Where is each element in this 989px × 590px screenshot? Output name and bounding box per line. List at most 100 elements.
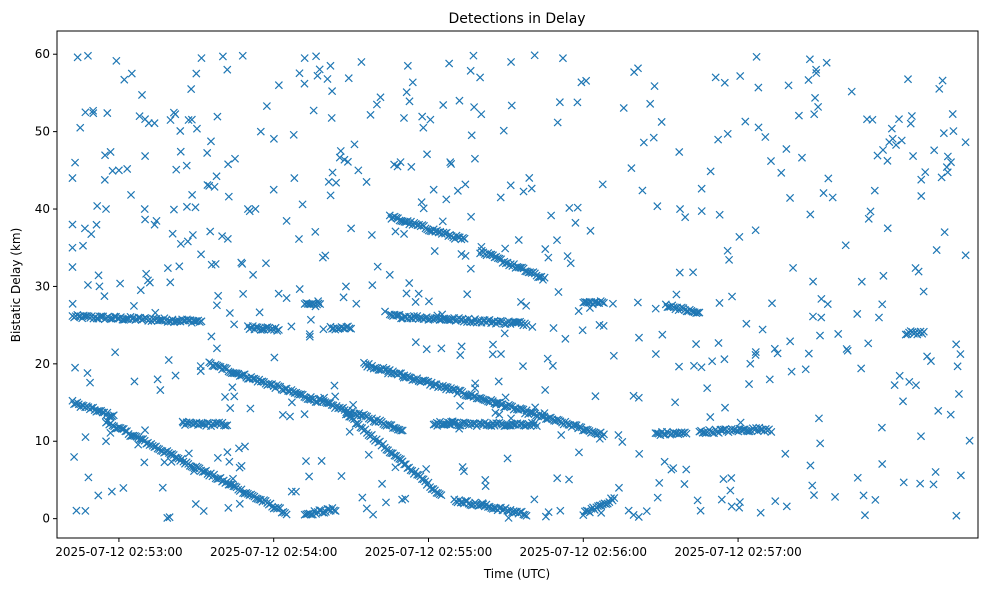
data-point-marker xyxy=(543,354,552,363)
data-point-marker xyxy=(635,449,644,458)
data-point-marker xyxy=(906,119,915,128)
data-point-marker xyxy=(711,73,720,82)
data-point-marker xyxy=(391,463,400,472)
data-point-marker xyxy=(522,321,531,330)
data-point-marker xyxy=(218,232,227,241)
data-point-marker xyxy=(245,374,254,383)
data-point-marker xyxy=(197,419,206,428)
data-point-marker xyxy=(129,301,138,310)
data-point-marker xyxy=(786,193,795,202)
data-point-marker xyxy=(816,439,825,448)
data-point-marker xyxy=(467,212,476,221)
data-point-marker xyxy=(84,473,93,482)
data-point-marker xyxy=(696,506,705,515)
data-point-marker xyxy=(199,507,208,516)
data-point-marker xyxy=(81,433,90,442)
chart-title: Detections in Delay xyxy=(448,11,585,27)
data-point-marker xyxy=(101,151,110,160)
data-point-marker xyxy=(438,217,447,226)
data-point-marker xyxy=(488,340,498,349)
data-point-marker xyxy=(742,319,751,328)
data-point-marker xyxy=(634,393,643,402)
data-point-marker xyxy=(116,279,125,288)
data-point-marker xyxy=(313,71,322,80)
data-point-marker xyxy=(653,493,662,502)
data-point-marker xyxy=(176,126,185,136)
data-point-marker xyxy=(277,385,286,394)
x-tick-label: 2025-07-12 02:57:00 xyxy=(674,545,801,559)
data-point-marker xyxy=(414,289,423,298)
data-point-marker xyxy=(634,333,644,342)
data-point-marker xyxy=(182,202,191,211)
data-point-marker xyxy=(335,153,344,162)
data-point-marker xyxy=(290,174,299,183)
data-point-marker xyxy=(540,273,549,282)
data-point-marker xyxy=(961,138,970,147)
data-point-marker xyxy=(595,434,604,443)
x-tick-label: 2025-07-12 02:53:00 xyxy=(55,545,182,559)
data-point-marker xyxy=(954,389,963,398)
data-point-marker xyxy=(496,193,505,202)
data-point-marker xyxy=(809,491,819,500)
data-point-marker xyxy=(878,145,888,155)
data-point-marker xyxy=(184,115,193,125)
data-point-marker xyxy=(817,294,826,303)
data-point-marker xyxy=(224,160,233,169)
data-point-marker xyxy=(71,158,80,167)
data-point-marker xyxy=(697,184,706,193)
data-point-marker xyxy=(943,152,952,161)
data-point-marker xyxy=(328,87,337,96)
data-point-marker xyxy=(291,487,300,496)
data-point-marker xyxy=(736,418,745,427)
data-point-marker xyxy=(289,130,298,139)
data-point-marker xyxy=(100,292,109,301)
data-point-marker xyxy=(388,423,398,432)
data-point-marker xyxy=(552,236,562,245)
data-point-marker xyxy=(385,270,394,279)
data-point-marker xyxy=(312,52,321,61)
data-point-marker xyxy=(530,51,539,60)
data-point-marker xyxy=(595,320,604,329)
data-point-marker xyxy=(534,273,543,282)
data-point-marker xyxy=(477,242,486,251)
data-point-marker xyxy=(211,418,220,427)
data-point-marker xyxy=(651,349,660,359)
data-point-marker xyxy=(541,385,550,395)
data-point-marker xyxy=(853,473,862,482)
data-point-marker xyxy=(723,246,732,255)
data-point-marker xyxy=(751,226,760,235)
data-point-marker xyxy=(152,216,161,225)
y-tick-label: 20 xyxy=(35,357,50,371)
data-point-marker xyxy=(561,334,570,343)
data-point-marker xyxy=(226,404,235,413)
data-point-marker xyxy=(814,414,823,423)
data-point-marker xyxy=(408,78,417,87)
data-point-marker xyxy=(71,363,80,372)
data-point-marker xyxy=(794,111,803,120)
data-point-marker xyxy=(408,375,417,385)
data-point-marker xyxy=(883,156,892,165)
data-point-marker xyxy=(706,167,715,176)
data-point-marker xyxy=(786,337,795,346)
data-point-marker xyxy=(249,270,258,279)
data-point-marker xyxy=(667,465,676,474)
x-axis-ticks: 2025-07-12 02:53:00 2025-07-12 02:54:00 20… xyxy=(55,538,802,559)
data-point-marker xyxy=(814,102,823,111)
data-point-marker xyxy=(68,220,77,229)
data-point-marker xyxy=(397,458,406,467)
data-point-marker xyxy=(457,249,466,259)
data-point-marker xyxy=(729,426,738,435)
data-point-marker xyxy=(433,421,442,430)
data-point-marker xyxy=(306,395,315,404)
data-point-marker xyxy=(714,338,723,348)
data-point-marker xyxy=(237,461,246,470)
data-point-marker xyxy=(682,465,691,474)
data-point-marker xyxy=(173,317,182,326)
data-point-marker xyxy=(541,512,550,521)
data-point-marker xyxy=(127,69,136,78)
data-point-marker xyxy=(937,173,946,182)
data-point-marker xyxy=(188,230,197,239)
data-point-marker xyxy=(197,54,206,63)
data-point-marker xyxy=(890,381,899,390)
data-point-marker xyxy=(89,109,98,118)
